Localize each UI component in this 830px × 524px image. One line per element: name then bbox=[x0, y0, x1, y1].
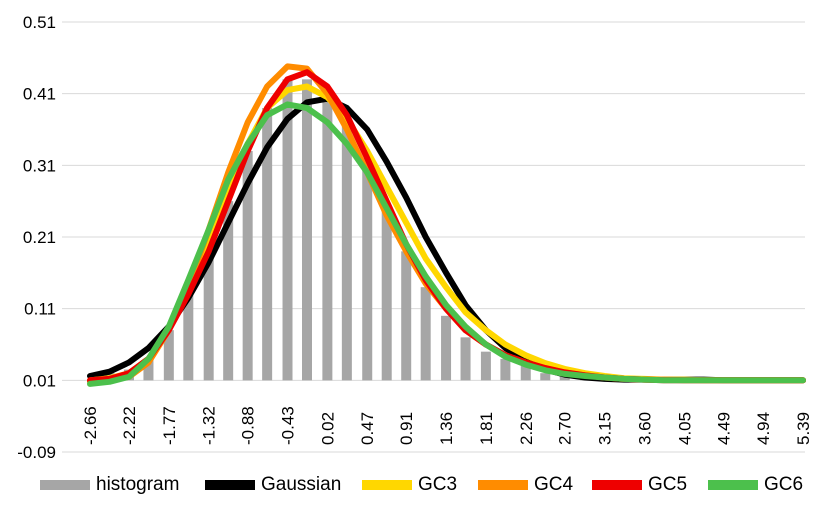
histogram-bar bbox=[441, 315, 452, 381]
x-tick-label: -1.77 bbox=[160, 406, 179, 445]
y-tick-label: 0.21 bbox=[23, 228, 56, 247]
histogram-bar bbox=[362, 158, 373, 381]
histogram-bar bbox=[223, 201, 234, 381]
histogram-bar bbox=[262, 108, 273, 381]
x-tick-label: 1.36 bbox=[437, 412, 456, 445]
histogram-bar bbox=[540, 373, 551, 381]
legend-item-histogram: histogram bbox=[40, 470, 179, 500]
y-tick-label: 0.31 bbox=[23, 156, 56, 175]
chart-canvas: -0.09 0.01 0.11 0.21 0.31 0.41 0.51 -2.66 -2.22… bbox=[17, 13, 813, 462]
legend-label-gc6: GC6 bbox=[764, 474, 804, 495]
legend-item-gc3: GC3 bbox=[362, 470, 457, 500]
x-tick-label: 3.15 bbox=[596, 412, 615, 445]
legend-item-gc6: GC6 bbox=[708, 470, 803, 500]
histogram-bar bbox=[143, 358, 154, 381]
legend-swatch-gaussian bbox=[205, 480, 255, 490]
x-tick-label: 0.02 bbox=[318, 412, 337, 445]
histogram-bar bbox=[282, 79, 293, 381]
legend-label-gc4: GC4 bbox=[534, 474, 574, 495]
x-tick-label: 3.60 bbox=[635, 412, 654, 445]
histogram-bar bbox=[401, 251, 412, 381]
legend-swatch-gc6 bbox=[708, 480, 758, 490]
x-tick-label: 2.26 bbox=[517, 412, 536, 445]
x-tick-label: -2.66 bbox=[81, 406, 100, 445]
x-tick-label: 4.05 bbox=[675, 412, 694, 445]
y-tick-label: -0.09 bbox=[17, 443, 56, 462]
legend-label-histogram: histogram bbox=[96, 474, 180, 495]
histogram-bar bbox=[520, 366, 531, 381]
histogram-bar bbox=[203, 251, 214, 381]
legend-swatch-gc5 bbox=[592, 480, 642, 490]
histogram-bar bbox=[341, 122, 352, 381]
histogram-bar bbox=[163, 330, 174, 381]
histogram-bar bbox=[460, 337, 471, 381]
x-tick-label: 0.47 bbox=[358, 412, 377, 445]
legend-label-gc5: GC5 bbox=[648, 474, 688, 495]
legend-label-gaussian: Gaussian bbox=[261, 474, 342, 495]
x-tick-label: 4.94 bbox=[754, 412, 773, 445]
x-tick-label: -1.32 bbox=[200, 406, 219, 445]
histogram-bar bbox=[480, 351, 491, 381]
x-tick-label: 4.49 bbox=[714, 412, 733, 445]
y-tick-label: 0.11 bbox=[24, 300, 56, 319]
histogram-bar bbox=[420, 287, 431, 381]
legend-label-gc3: GC3 bbox=[418, 474, 458, 495]
histogram-bar bbox=[322, 93, 333, 381]
histogram-bars bbox=[104, 79, 591, 381]
histogram-bar bbox=[500, 358, 511, 381]
y-tick-label: 0.51 bbox=[23, 13, 56, 32]
histogram-bar bbox=[302, 79, 312, 381]
histogram-bar bbox=[183, 294, 194, 381]
series-lines bbox=[87, 63, 806, 387]
series-line-gc6 bbox=[87, 101, 806, 387]
x-tick-label: 5.39 bbox=[794, 412, 813, 445]
y-tick-label: 0.01 bbox=[23, 371, 56, 390]
legend-swatch-gc4 bbox=[478, 480, 528, 490]
y-tick-label: 0.41 bbox=[23, 85, 56, 104]
legend-item-gc5: GC5 bbox=[592, 470, 687, 500]
legend-swatch-histogram bbox=[40, 480, 90, 490]
legend-item-gc4: GC4 bbox=[478, 470, 573, 500]
gridlines bbox=[62, 21, 805, 453]
x-tick-label: -2.22 bbox=[120, 406, 139, 445]
x-tick-label: -0.43 bbox=[279, 406, 298, 445]
y-axis-ticks: -0.09 0.01 0.11 0.21 0.31 0.41 0.51 bbox=[17, 13, 56, 462]
histogram-bar bbox=[242, 151, 253, 381]
legend-item-gaussian: Gaussian bbox=[205, 470, 341, 500]
x-tick-label: 2.70 bbox=[556, 412, 575, 445]
x-axis-ticks: -2.66 -2.22 -1.77 -1.32 -0.88 -0.43 0.02 0.47 0.… bbox=[81, 406, 813, 445]
legend-swatch-gc3 bbox=[362, 480, 412, 490]
legend: histogram Gaussian GC3 GC4 GC5 GC6 bbox=[0, 470, 830, 500]
histogram-bar bbox=[381, 208, 392, 381]
x-tick-label: -0.88 bbox=[239, 406, 258, 445]
x-tick-label: 0.91 bbox=[397, 412, 416, 445]
x-tick-label: 1.81 bbox=[477, 412, 496, 445]
